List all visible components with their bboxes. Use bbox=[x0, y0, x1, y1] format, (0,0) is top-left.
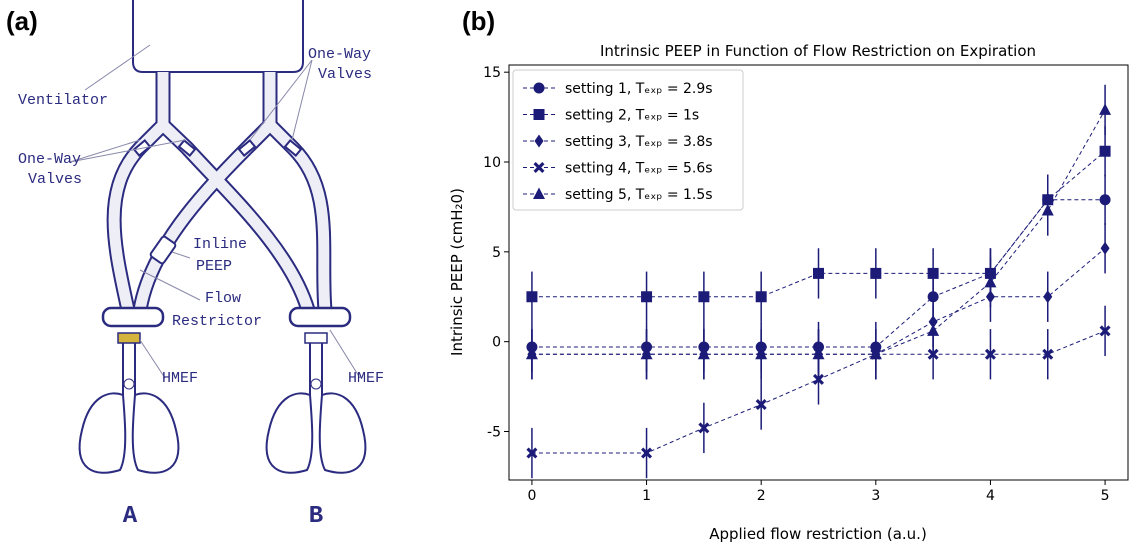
x-tick-label: 3 bbox=[871, 488, 880, 504]
patient-b bbox=[265, 306, 367, 474]
panel-label: (a) bbox=[6, 6, 38, 36]
label: Valves bbox=[318, 66, 372, 83]
marker bbox=[1042, 348, 1054, 360]
marker bbox=[927, 324, 940, 336]
ventilator-box bbox=[132, 0, 304, 73]
label: Ventilator bbox=[18, 92, 108, 109]
marker bbox=[1041, 204, 1054, 216]
y-tick-label: 10 bbox=[483, 155, 501, 171]
legend-label: setting 4, Tₑₓₚ = 5.6s bbox=[565, 161, 713, 177]
legend-label: setting 1, Tₑₓₚ = 2.9s bbox=[565, 81, 713, 97]
marker bbox=[533, 82, 545, 94]
series-line bbox=[531, 199, 1106, 348]
y-tick-label: 0 bbox=[492, 335, 501, 351]
marker bbox=[526, 447, 538, 459]
marker bbox=[1099, 194, 1111, 206]
patient-label: B bbox=[309, 503, 323, 530]
marker bbox=[869, 347, 882, 360]
legend-label: setting 3, Tₑₓₚ = 3.8s bbox=[565, 134, 713, 150]
marker bbox=[1099, 103, 1112, 115]
label: Valves bbox=[28, 171, 82, 188]
marker bbox=[984, 348, 996, 360]
y-axis-label: Intrinsic PEEP (cmH₂0) bbox=[448, 188, 466, 356]
marker bbox=[640, 347, 653, 360]
marker bbox=[755, 291, 767, 303]
series-line bbox=[531, 109, 1106, 355]
series-line bbox=[531, 330, 1106, 454]
series-line bbox=[531, 150, 1106, 298]
marker bbox=[1099, 145, 1111, 157]
label: PEEP bbox=[196, 258, 232, 275]
label: Restrictor bbox=[172, 313, 262, 330]
marker bbox=[927, 267, 939, 279]
marker bbox=[755, 399, 767, 411]
x-tick-label: 0 bbox=[527, 488, 536, 504]
x-axis-label: Applied flow restriction (a.u.) bbox=[709, 525, 927, 543]
label: One-Way bbox=[18, 151, 81, 168]
y-tick-label: 5 bbox=[492, 245, 501, 261]
marker bbox=[641, 447, 653, 459]
legend: setting 1, Tₑₓₚ = 2.9s setting 2, Tₑₓₚ = … bbox=[512, 69, 744, 211]
marker bbox=[697, 347, 710, 360]
legend-label: setting 2, Tₑₓₚ = 1s bbox=[565, 108, 699, 124]
marker bbox=[1099, 325, 1111, 337]
legend-box bbox=[512, 69, 744, 211]
marker bbox=[870, 267, 882, 279]
leader-lines bbox=[69, 44, 361, 379]
marker bbox=[984, 275, 997, 288]
marker bbox=[525, 347, 538, 360]
x-tick-label: 4 bbox=[986, 488, 995, 504]
legend-label: setting 5, Tₑₓₚ = 1.5s bbox=[565, 187, 713, 203]
y-tick-label: -5 bbox=[487, 424, 501, 440]
plot-frame bbox=[508, 64, 1129, 481]
marker bbox=[641, 291, 653, 303]
panel-label: (b) bbox=[462, 6, 495, 36]
label: HMEF bbox=[162, 370, 198, 387]
marker bbox=[533, 162, 545, 173]
marker bbox=[1043, 290, 1053, 304]
tubes bbox=[106, 72, 333, 313]
marker bbox=[813, 267, 824, 279]
label: One-Way bbox=[308, 46, 371, 63]
x-tick-label: 2 bbox=[757, 488, 766, 504]
marker bbox=[533, 109, 545, 120]
x-tick-label: 5 bbox=[1101, 488, 1110, 504]
marker bbox=[698, 422, 710, 434]
label: HMEF bbox=[348, 370, 384, 387]
label: Flow bbox=[205, 290, 241, 307]
diagram: (a) Ventilator One-Way Valves One-Way Va… bbox=[6, 0, 384, 530]
marker bbox=[526, 291, 538, 303]
marker bbox=[812, 347, 825, 360]
marker bbox=[534, 134, 544, 148]
label: Inline bbox=[193, 236, 247, 253]
y-tick-label: 15 bbox=[483, 65, 501, 81]
marker bbox=[1100, 241, 1110, 255]
marker bbox=[533, 187, 545, 199]
x-tick-label: 1 bbox=[642, 488, 651, 504]
chart: (b) Intrinsic PEEP in Function of Flow R… bbox=[448, 6, 1129, 543]
marker bbox=[755, 347, 768, 360]
patient-label: A bbox=[123, 503, 138, 530]
chart-title: Intrinsic PEEP in Function of Flow Restr… bbox=[600, 42, 1036, 60]
marker bbox=[698, 291, 710, 303]
patient-a bbox=[78, 306, 180, 474]
